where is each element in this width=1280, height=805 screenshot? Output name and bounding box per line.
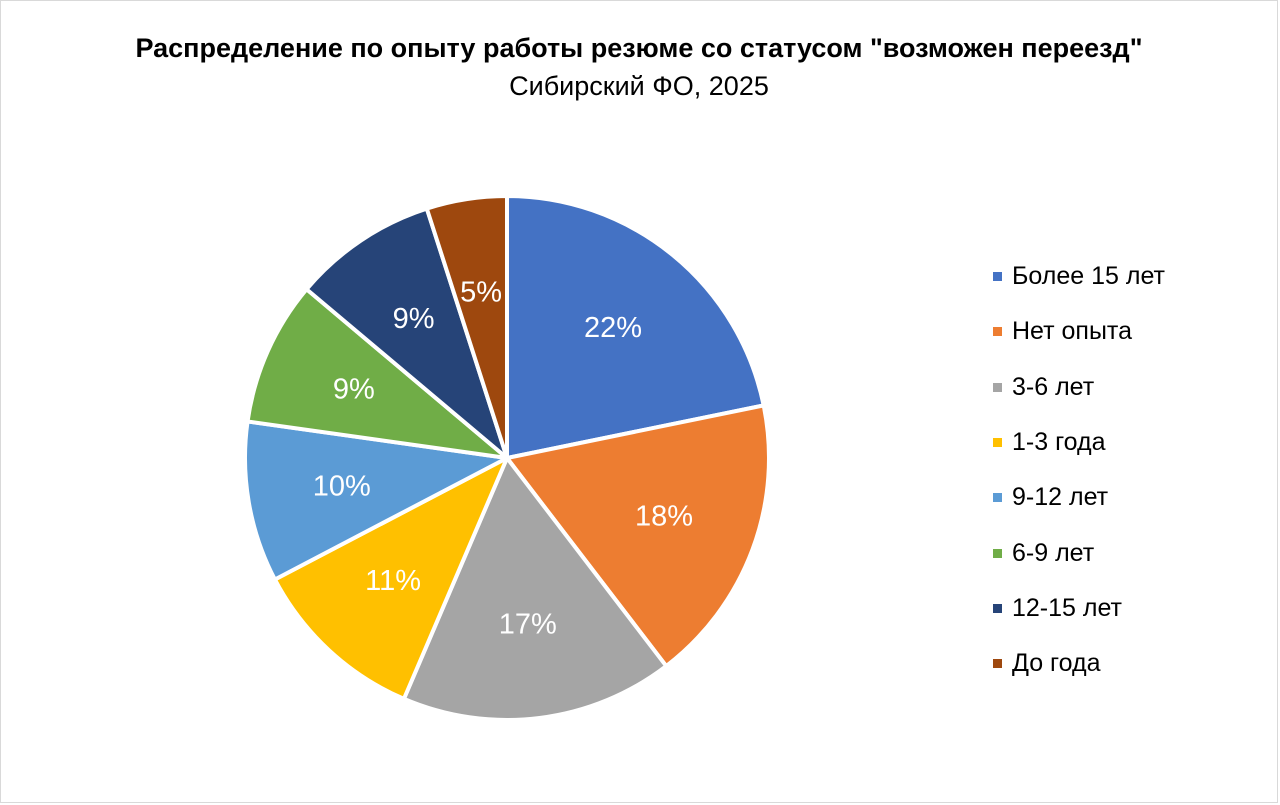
chart-title: Распределение по опыту работы резюме со … — [135, 33, 1143, 63]
slice-data-label: 9% — [393, 303, 435, 335]
chart-subtitle: Сибирский ФО, 2025 — [509, 71, 769, 101]
legend-item: 9-12 лет — [993, 470, 1165, 525]
legend-item: До года — [993, 636, 1165, 691]
legend-swatch — [993, 548, 1002, 558]
pie-slice — [304, 206, 509, 460]
pie-slice — [505, 403, 771, 669]
legend-label: 6-9 лет — [1012, 538, 1095, 567]
legend-label: 3-6 лет — [1012, 372, 1095, 401]
legend-item: 3-6 лет — [993, 360, 1165, 415]
legend-swatch — [993, 327, 1002, 337]
legend-item: Нет опыта — [993, 304, 1165, 359]
legend-swatch — [993, 603, 1002, 613]
legend-label: 9-12 лет — [1012, 483, 1109, 512]
pie-slice — [243, 419, 509, 582]
slice-data-label: 17% — [499, 608, 557, 640]
pie-slice — [401, 456, 669, 722]
legend-label: 12-15 лет — [1012, 593, 1122, 622]
legend-label: До года — [1012, 649, 1101, 678]
pie-slice — [245, 287, 509, 460]
legend-label: 1-3 года — [1012, 428, 1106, 457]
chart-legend: Более 15 лет Нет опыта 3-6 лет 1-3 года 9-12… — [993, 249, 1165, 691]
legend-label: Более 15 лет — [1012, 262, 1165, 291]
slice-data-label: 9% — [333, 374, 375, 406]
legend-swatch — [993, 493, 1002, 503]
pie-slice — [505, 194, 766, 460]
legend-swatch — [993, 382, 1002, 392]
legend-label: Нет опыта — [1012, 317, 1133, 346]
legend-swatch — [993, 438, 1002, 448]
slice-data-label: 11% — [365, 565, 421, 597]
legend-item: 12-15 лет — [993, 581, 1165, 636]
legend-item: Более 15 лет — [993, 249, 1165, 304]
slice-data-label: 22% — [584, 312, 642, 344]
legend-swatch — [993, 659, 1002, 669]
slice-data-label: 18% — [635, 501, 693, 533]
legend-item: 6-9 лет — [993, 525, 1165, 580]
pie-slice — [272, 456, 509, 701]
legend-item: 1-3 года — [993, 415, 1165, 470]
legend-swatch — [993, 272, 1002, 282]
slice-data-label: 10% — [313, 471, 371, 503]
slice-data-label: 5% — [460, 276, 502, 308]
pie-slice — [424, 194, 509, 460]
